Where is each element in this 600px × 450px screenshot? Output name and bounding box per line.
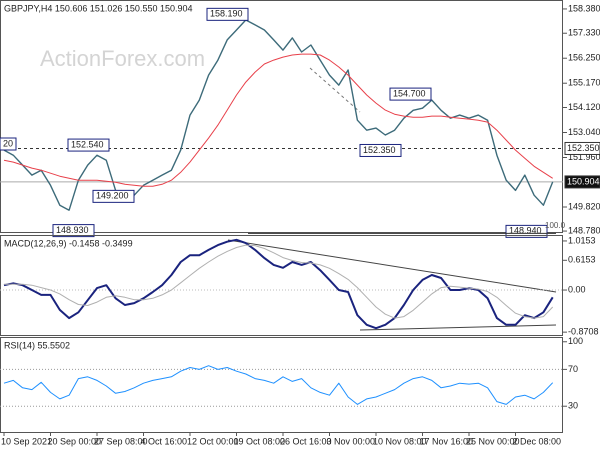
price-label: 148.930 <box>56 225 89 235</box>
title-bg <box>2 340 77 351</box>
x-tick-label: 20 Sep 00:00 <box>48 436 102 446</box>
series-line <box>3 53 553 187</box>
x-tick-label: 10 Sep 2021 <box>1 436 52 446</box>
series-line <box>4 244 554 319</box>
x-tick-label: 26 Oct 16:00 <box>280 436 332 446</box>
y-tick-label: -0.8708 <box>568 327 599 337</box>
price-label-box <box>0 137 17 151</box>
y-tick-label: 149.820 <box>568 201 600 211</box>
panel-frame <box>0 235 563 336</box>
x-tick-label: 3 Nov 00:00 <box>327 436 376 446</box>
price-label-box <box>67 138 110 152</box>
y-tick-label: 158.380 <box>568 3 600 13</box>
panel-frame <box>0 337 563 433</box>
price-trendline <box>309 67 361 113</box>
x-tick-label: 19 Oct 08:00 <box>234 436 286 446</box>
price-label-box <box>92 189 135 203</box>
x-tick-label: 12 Oct 00:00 <box>187 436 239 446</box>
price-label: 149.200 <box>96 191 129 201</box>
price-label: 20 <box>3 138 13 148</box>
watermark: ActionForex.com <box>40 46 205 71</box>
y-tick-label: 30 <box>568 401 578 411</box>
x-tick-label: 10 Nov 08:00 <box>373 436 427 446</box>
series-line <box>3 238 554 330</box>
price-label-box <box>359 143 402 157</box>
x-tick-label: 25 Nov 00:00 <box>466 436 520 446</box>
y-tick-label: 155.170 <box>568 78 600 88</box>
panel-title: GBPJPY,H4 150.606 151.026 150.550 150.90… <box>4 3 193 13</box>
y-tick-label: 70 <box>568 364 578 374</box>
price-label: 152.350 <box>363 145 396 155</box>
price-label: 152.540 <box>71 139 104 149</box>
y-tick-label: 154.120 <box>568 102 600 112</box>
x-tick-label: 27 Sep 08:00 <box>94 436 148 446</box>
x-tick-label: 17 Nov 16:00 <box>420 436 474 446</box>
y-tick-label: 1.0153 <box>568 235 596 245</box>
macd-trendline <box>359 324 557 331</box>
y-tick-label: 153.040 <box>568 127 600 137</box>
y-tick-label: 100 <box>568 336 583 346</box>
fib-label: 100.0 <box>545 221 566 230</box>
macd-trendline <box>227 239 557 293</box>
price-label-box <box>52 224 95 238</box>
level-label-box <box>564 141 600 155</box>
panel-title: MACD(12,26,9) -0.1458 -0.3499 <box>4 238 133 248</box>
series-line <box>3 19 554 211</box>
y-tick-label: 157.330 <box>568 28 600 38</box>
x-tick-label: 4 Oct 16:00 <box>141 436 188 446</box>
price-label: 158.190 <box>210 9 243 19</box>
level-label: 152.350 <box>567 143 600 153</box>
panel-title: RSI(14) 55.5502 <box>4 340 70 350</box>
title-bg <box>2 238 140 249</box>
series-line <box>3 365 554 405</box>
price-label-box <box>389 87 432 101</box>
price-label: 154.700 <box>393 88 426 98</box>
y-tick-label: 156.250 <box>568 53 600 63</box>
y-tick-label: 151.960 <box>568 152 600 162</box>
price-label-box <box>206 7 249 21</box>
y-tick-label: 0.00 <box>568 284 586 294</box>
price-label-box <box>505 224 548 238</box>
x-tick-label: 2 Dec 08:00 <box>513 436 562 446</box>
y-tick-label: 0.6153 <box>568 255 596 265</box>
y-tick-label: 148.780 <box>568 225 600 235</box>
price-label: 148.940 <box>509 226 542 236</box>
level-label: 150.904 <box>567 176 600 186</box>
title-bg <box>2 3 195 14</box>
level-label-box <box>564 175 600 189</box>
panel-frame <box>0 0 563 233</box>
